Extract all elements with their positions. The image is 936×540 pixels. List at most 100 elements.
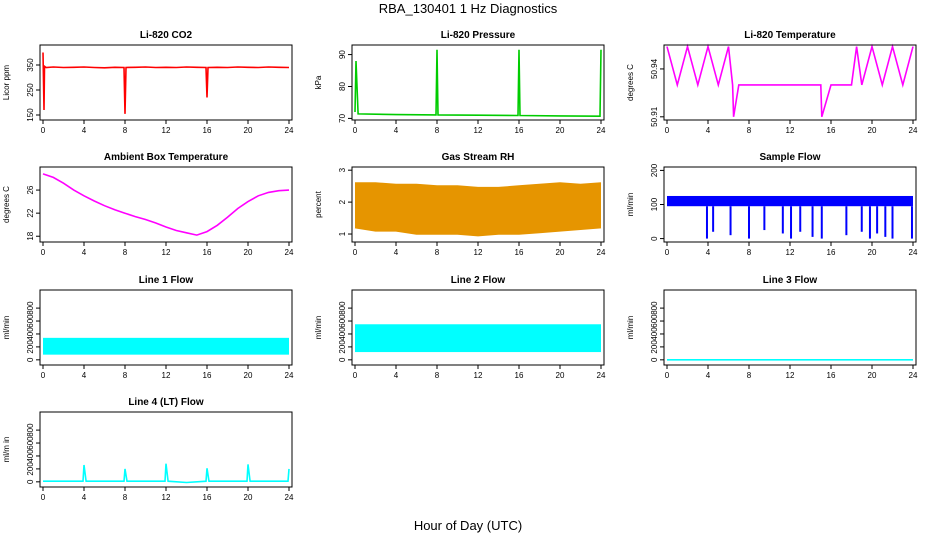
x-tick-label: 8 <box>435 371 440 380</box>
y-tick-label: 0 <box>26 479 35 484</box>
y-tick-label: 200 <box>26 462 35 476</box>
panel-2: Li-820 Pressure 0 4 8 12 16 20 24 70 80 90 kPa <box>314 30 606 135</box>
y-tick-label: 3 <box>338 167 347 172</box>
plot-frame <box>663 289 917 366</box>
x-tick-label: 24 <box>909 371 918 380</box>
plot-frame <box>39 44 293 121</box>
y-tick-label: 50.94 <box>650 58 659 79</box>
panel-10: Line 4 (LT) Flow 0 4 8 12 16 20 24 0 200400600800… <box>2 397 294 502</box>
data-band <box>43 337 289 355</box>
x-tick-label: 24 <box>285 126 294 135</box>
x-tick-label: 16 <box>203 493 212 502</box>
y-tick-label: 90 <box>338 50 347 59</box>
y-axis-label: percent <box>314 190 323 217</box>
panel-title: Line 4 (LT) Flow <box>128 397 204 408</box>
x-tick-label: 4 <box>82 126 87 135</box>
x-tick-label: 0 <box>665 248 670 257</box>
x-tick-label: 20 <box>244 371 253 380</box>
y-tick-label: 1 <box>338 231 347 236</box>
y-tick-label: 800 <box>26 301 35 315</box>
x-tick-label: 4 <box>82 493 87 502</box>
x-tick-label: 24 <box>285 371 294 380</box>
y-tick-label: 2 <box>338 199 347 204</box>
x-tick-label: 4 <box>394 248 399 257</box>
y-tick-label: 800 <box>650 301 659 315</box>
y-tick-label: 200 <box>650 340 659 354</box>
y-tick-label: 400 <box>650 327 659 341</box>
plot-frame <box>351 44 605 121</box>
y-tick-label: 200 <box>650 163 659 177</box>
y-tick-label: 400 <box>338 327 347 341</box>
x-tick-label: 12 <box>474 371 483 380</box>
panel-1: Li-820 CO2 0 4 8 12 16 20 24 150 250 350 Licor ppm <box>2 30 294 135</box>
x-tick-label: 4 <box>82 248 87 257</box>
y-tick-label: 0 <box>650 236 659 241</box>
data-line <box>666 43 914 118</box>
y-tick-label: 400 <box>26 327 35 341</box>
x-tick-label: 20 <box>244 126 253 135</box>
x-tick-label: 8 <box>123 493 128 502</box>
x-tick-label: 8 <box>435 126 440 135</box>
y-tick-label: 250 <box>26 83 35 97</box>
y-axis-label: ml/min <box>2 316 11 340</box>
x-tick-label: 0 <box>665 126 670 135</box>
plot-frame <box>39 166 293 243</box>
y-tick-label: 18 <box>26 231 35 240</box>
x-tick-label: 20 <box>868 126 877 135</box>
y-tick-label: 200 <box>26 340 35 354</box>
main-title: RBA_130401 1 Hz Diagnostics <box>378 1 558 16</box>
y-axis-label: degrees C <box>626 64 635 101</box>
y-tick-label: 0 <box>650 357 659 362</box>
panel-title: Line 2 Flow <box>451 275 506 286</box>
y-tick-label: 0 <box>338 357 347 362</box>
x-tick-label: 20 <box>244 248 253 257</box>
x-tick-label: 20 <box>556 248 565 257</box>
y-axis-label: ml/min <box>314 316 323 340</box>
panel-title: Ambient Box Temperature <box>104 152 229 163</box>
data-line <box>42 173 290 236</box>
y-tick-label: 26 <box>26 185 35 194</box>
x-tick-label: 0 <box>665 371 670 380</box>
panel-title: Li-820 Temperature <box>744 30 836 41</box>
data-envelope <box>355 183 601 236</box>
x-tick-label: 20 <box>868 248 877 257</box>
x-tick-label: 0 <box>353 126 358 135</box>
panel-title: Li-820 CO2 <box>140 30 193 41</box>
y-axis-label: kPa <box>314 75 323 89</box>
data-line <box>42 52 290 114</box>
x-tick-label: 24 <box>597 126 606 135</box>
x-tick-label: 8 <box>747 248 752 257</box>
panel-title: Line 1 Flow <box>139 275 194 286</box>
x-tick-label: 4 <box>394 371 399 380</box>
panel-title: Gas Stream RH <box>442 152 515 163</box>
x-tick-label: 16 <box>827 248 836 257</box>
x-tick-label: 12 <box>786 371 795 380</box>
x-tick-label: 8 <box>747 371 752 380</box>
panel-3: Li-820 Temperature 0 4 8 12 16 20 24 50.91 50.94 d… <box>626 30 918 135</box>
y-tick-label: 800 <box>26 423 35 437</box>
x-tick-label: 0 <box>41 493 46 502</box>
y-tick-label: 150 <box>26 108 35 122</box>
x-tick-label: 24 <box>909 248 918 257</box>
y-axis-label: ml/min <box>626 193 635 217</box>
x-tick-label: 4 <box>706 248 711 257</box>
x-tick-label: 16 <box>203 248 212 257</box>
y-axis-label: degrees C <box>2 186 11 223</box>
y-tick-label: 600 <box>26 436 35 450</box>
x-tick-label: 12 <box>474 126 483 135</box>
x-tick-label: 12 <box>786 248 795 257</box>
x-tick-label: 24 <box>597 248 606 257</box>
data-band <box>667 195 913 207</box>
x-tick-label: 12 <box>162 126 171 135</box>
x-tick-label: 20 <box>244 493 253 502</box>
y-tick-label: 600 <box>650 314 659 328</box>
x-tick-label: 4 <box>706 371 711 380</box>
plot-frame <box>663 44 917 121</box>
y-axis-label: ml/m in <box>2 437 11 463</box>
x-tick-label: 8 <box>123 371 128 380</box>
x-tick-label: 24 <box>285 248 294 257</box>
